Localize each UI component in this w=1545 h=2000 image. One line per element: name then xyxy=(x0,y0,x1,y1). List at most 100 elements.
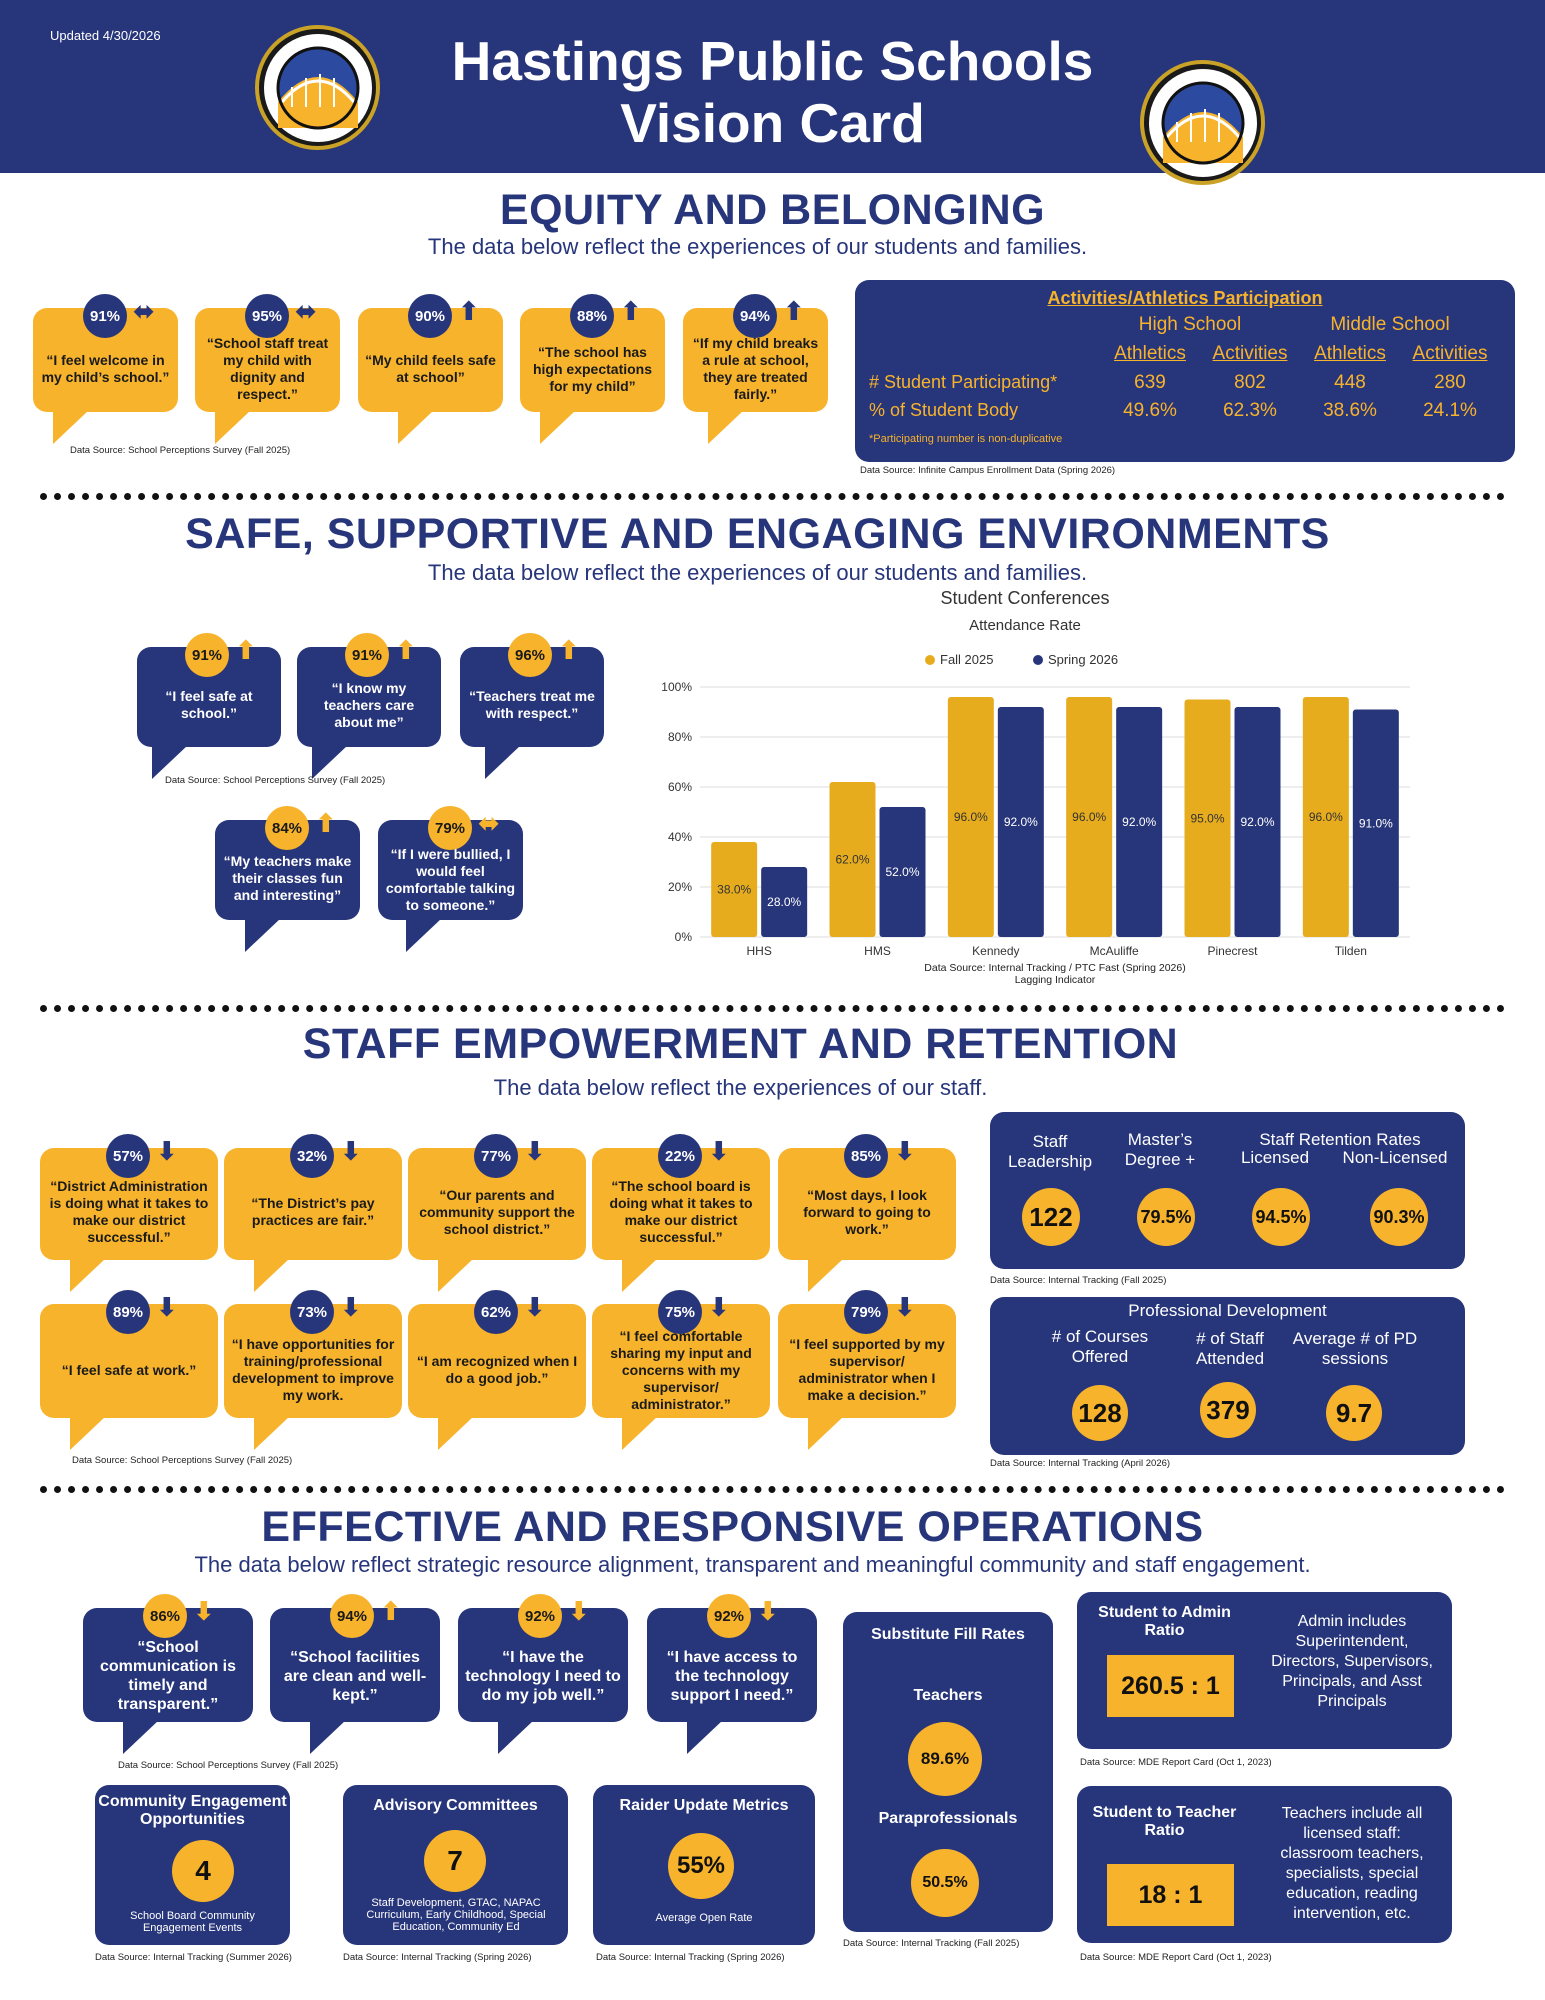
ops-title: EFFECTIVE AND RESPONSIVE OPERATIONS xyxy=(261,1503,1204,1551)
bar xyxy=(1352,709,1399,937)
cell-value: 38.6% xyxy=(1323,400,1377,421)
quote-card: “The school has high expectations for my… xyxy=(520,294,665,446)
licensed-value: 94.5% xyxy=(1252,1188,1310,1246)
bubble-tail xyxy=(540,410,576,444)
bar xyxy=(761,867,808,937)
staff-attended-label: # of Staff Attended xyxy=(1195,1329,1265,1368)
down-arrow-icon: ⬇ xyxy=(568,1596,590,1626)
quote-text: “I have opportunities for training/profe… xyxy=(224,1304,402,1418)
down-arrow-icon: ⬇ xyxy=(524,1136,546,1166)
bar-value-label: 91.0% xyxy=(1359,816,1393,830)
quote-text: “If my child breaks a rule at school, th… xyxy=(683,308,828,412)
percent-badge: 96% xyxy=(508,633,552,677)
bar-value-label: 92.0% xyxy=(1122,815,1156,829)
bar-value-label: 95.0% xyxy=(1190,811,1224,825)
hs-header: High School xyxy=(1138,314,1242,335)
ms-header: Middle School xyxy=(1330,314,1450,335)
down-arrow-icon: ⬇ xyxy=(193,1596,215,1626)
advisory-source: Data Source: Internal Tracking (Spring 2… xyxy=(343,1952,532,1963)
y-tick-label: 80% xyxy=(668,730,692,744)
para-fill-value: 50.5% xyxy=(911,1849,979,1917)
bar-value-label: 28.0% xyxy=(767,895,801,909)
quote-card: “I have access to the technology support… xyxy=(647,1594,817,1756)
left-right-arrow-icon: ⬌ xyxy=(133,296,155,326)
quote-card: “Teachers treat me with respect.” 96% ⬆ xyxy=(460,633,604,781)
bubble-tail xyxy=(70,1258,106,1292)
percent-badge: 91% xyxy=(345,633,389,677)
chart-source: Data Source: Internal Tracking / PTC Fas… xyxy=(650,962,1460,986)
bubble-tail xyxy=(254,1416,290,1450)
bubble-tail xyxy=(398,410,434,444)
quote-text: “I am recognized when I do a good job.” xyxy=(408,1304,586,1418)
pd-source: Data Source: Internal Tracking (April 20… xyxy=(990,1458,1171,1469)
bubble-tail xyxy=(622,1416,658,1450)
courses-label: # of Courses Offered xyxy=(1051,1327,1149,1366)
percent-badge: 90% xyxy=(408,294,452,338)
down-arrow-icon: ⬇ xyxy=(708,1292,730,1322)
x-tick-label: HHS xyxy=(746,944,771,958)
x-tick-label: Kennedy xyxy=(972,944,1019,958)
teachers-label: Teachers xyxy=(913,1687,983,1704)
ops-source: Data Source: School Perceptions Survey (… xyxy=(118,1760,339,1771)
quote-card: “If my child breaks a rule at school, th… xyxy=(683,294,828,446)
section-divider xyxy=(40,1005,1505,1012)
district-seal-left xyxy=(255,25,380,150)
ops-subtitle: The data below reflect strategic resourc… xyxy=(194,1552,1311,1577)
bar xyxy=(711,842,758,937)
advisory-title: Advisory Committees xyxy=(373,1797,538,1814)
safe-source: Data Source: School Perceptions Survey (… xyxy=(165,775,386,786)
quote-card: “School staff treat my child with dignit… xyxy=(195,294,340,446)
cell-value: 62.3% xyxy=(1223,400,1277,421)
up-arrow-icon: ⬆ xyxy=(783,296,805,326)
community-panel: Community Engagement Opportunities 4 Sch… xyxy=(95,1785,290,1945)
down-arrow-icon: ⬇ xyxy=(340,1136,362,1166)
quote-card: “I feel comfortable sharing my input and… xyxy=(592,1290,770,1452)
teacher-ratio-title: Student to Teacher Ratio xyxy=(1092,1804,1237,1839)
percent-badge: 62% xyxy=(474,1290,518,1334)
community-title: Community Engagement Opportunities xyxy=(98,1793,287,1828)
bubble-tail xyxy=(808,1258,844,1292)
up-arrow-icon: ⬆ xyxy=(315,808,337,838)
percent-badge: 89% xyxy=(106,1290,150,1334)
advisory-value: 7 xyxy=(424,1830,486,1892)
quote-card: “I feel safe at work.” 89% ⬇ xyxy=(40,1290,218,1452)
raider-caption: Average Open Rate xyxy=(655,1912,753,1924)
activities-panel: Activities/Athletics Participation High … xyxy=(855,280,1515,462)
participation-note: *Participating number is non-duplicative xyxy=(869,433,1063,445)
col-hs-activities: Activities xyxy=(1212,343,1288,364)
up-arrow-icon: ⬆ xyxy=(395,635,417,665)
quote-card: “The District’s pay practices are fair.”… xyxy=(224,1134,402,1294)
chart-title: Student Conferences xyxy=(940,588,1110,608)
bar xyxy=(1066,697,1113,937)
x-tick-label: HMS xyxy=(864,944,891,958)
page-title: Hastings Public Schools Vision Card xyxy=(330,30,1215,154)
staff-attended-value: 379 xyxy=(1200,1382,1256,1438)
down-arrow-icon: ⬇ xyxy=(894,1136,916,1166)
chart-subtitle: Attendance Rate xyxy=(969,617,1081,634)
col-ms-athletics: Athletics xyxy=(1314,343,1386,364)
bubble-tail xyxy=(438,1416,474,1450)
down-arrow-icon: ⬇ xyxy=(156,1136,178,1166)
advisory-panel: Advisory Committees 7 Staff Development,… xyxy=(343,1785,568,1945)
quote-card: “I have the technology I need to do my j… xyxy=(458,1594,628,1756)
percent-badge: 77% xyxy=(474,1134,518,1178)
x-tick-label: Tilden xyxy=(1335,944,1367,958)
up-arrow-icon: ⬆ xyxy=(235,635,257,665)
title-line-2: Vision Card xyxy=(620,92,925,154)
non-licensed-label: Non-Licensed xyxy=(1342,1148,1448,1167)
masters-value: 79.5% xyxy=(1137,1188,1195,1246)
col-ms-activities: Activities xyxy=(1412,343,1488,364)
community-source: Data Source: Internal Tracking (Summer 2… xyxy=(95,1952,292,1963)
quote-card: “School facilities are clean and well-ke… xyxy=(270,1594,440,1756)
bar xyxy=(1234,707,1281,937)
retention-panel: Staff Leadership Master’s Degree + Staff… xyxy=(990,1112,1465,1269)
percent-badge: 92% xyxy=(518,1594,562,1638)
bubble-tail xyxy=(254,1258,290,1292)
section-divider xyxy=(40,1486,1505,1493)
quote-text: “School communication is timely and tran… xyxy=(83,1608,253,1722)
advisory-caption: Staff Development, GTAC, NAPAC Curriculu… xyxy=(366,1897,546,1933)
bar xyxy=(1116,707,1163,937)
legend-label: Fall 2025 xyxy=(940,652,993,667)
y-tick-label: 20% xyxy=(668,880,692,894)
staff-leadership-label: Staff Leadership xyxy=(1007,1132,1093,1171)
